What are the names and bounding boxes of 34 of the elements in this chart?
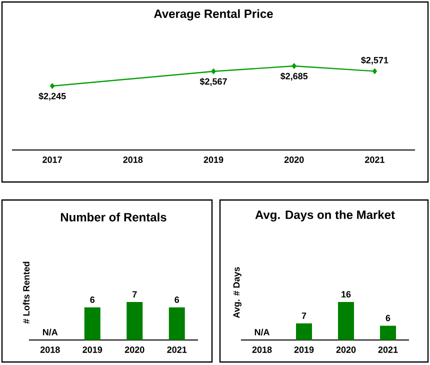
data-label: 7 xyxy=(302,312,306,319)
text: N/A xyxy=(254,328,270,336)
data-label: 6 xyxy=(386,314,390,322)
x-tick-label: 2019 xyxy=(294,346,314,353)
x-tick-label: 2021 xyxy=(167,346,187,353)
x-tick-label: 2021 xyxy=(378,346,398,353)
data-label: $2,567 xyxy=(200,78,227,86)
x-tick-label: 2019 xyxy=(204,156,224,163)
y-axis-title: # Lofts Rented xyxy=(22,262,30,324)
chart-title: Avg. Days on the Market xyxy=(255,210,395,222)
point xyxy=(211,68,216,74)
data-label: 6 xyxy=(174,296,180,303)
x-tick-label: 2020 xyxy=(284,156,304,163)
x-tick-label: 2020 xyxy=(124,346,144,353)
data-label: 16 xyxy=(342,291,351,298)
data-label: 7 xyxy=(132,291,137,298)
chart-title: Number of Rentals xyxy=(60,212,166,222)
text: N/A xyxy=(42,328,58,336)
x-tick-label: 2020 xyxy=(336,346,356,353)
x-tick-label: 2021 xyxy=(365,156,384,163)
y-axis-title: Avg. # Days xyxy=(233,267,242,318)
data-label: $2,571 xyxy=(361,56,388,65)
x-tick-label: 2019 xyxy=(82,346,102,353)
chart-title: Average Rental Price xyxy=(154,9,273,20)
x-tick-label: 2018 xyxy=(123,156,143,163)
point xyxy=(50,83,55,89)
point xyxy=(292,63,296,69)
point xyxy=(372,68,377,74)
data-label: $2,685 xyxy=(280,72,308,81)
x-tick-label: 2018 xyxy=(252,346,272,353)
data-label: $2,245 xyxy=(38,92,66,101)
x-tick-label: 2017 xyxy=(42,156,62,163)
x-tick-label: 2018 xyxy=(40,346,60,353)
data-label: 6 xyxy=(90,296,95,303)
